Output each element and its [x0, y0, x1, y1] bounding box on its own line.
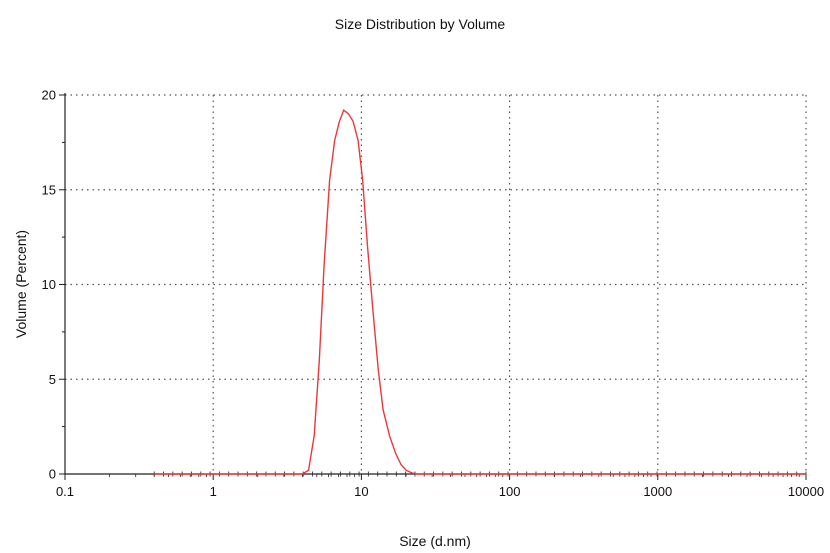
y-tick-label: 15 — [42, 182, 56, 197]
y-axis-ticks: 0 5 10 15 20 — [42, 88, 65, 482]
chart-title: Size Distribution by Volume — [335, 16, 506, 32]
x-tick-label: 10000 — [788, 484, 824, 499]
grid-lines — [65, 94, 807, 474]
x-tick-label: 0.1 — [56, 484, 74, 499]
axes — [64, 93, 806, 475]
x-tick-label: 1 — [210, 484, 217, 499]
y-tick-label: 5 — [49, 372, 56, 387]
x-tick-label: 10 — [354, 484, 368, 499]
x-axis-label: Size (d.nm) — [399, 533, 471, 549]
x-axis-ticks: 0.1 1 10 100 1000 10000 — [56, 474, 824, 499]
volume-distribution-curve — [154, 109, 806, 475]
y-tick-label: 10 — [42, 277, 56, 292]
y-tick-label: 0 — [49, 467, 56, 482]
x-tick-label: 1000 — [643, 484, 672, 499]
x-tick-label: 100 — [499, 484, 521, 499]
y-tick-label: 20 — [42, 88, 56, 103]
y-axis-label: Volume (Percent) — [13, 230, 29, 338]
